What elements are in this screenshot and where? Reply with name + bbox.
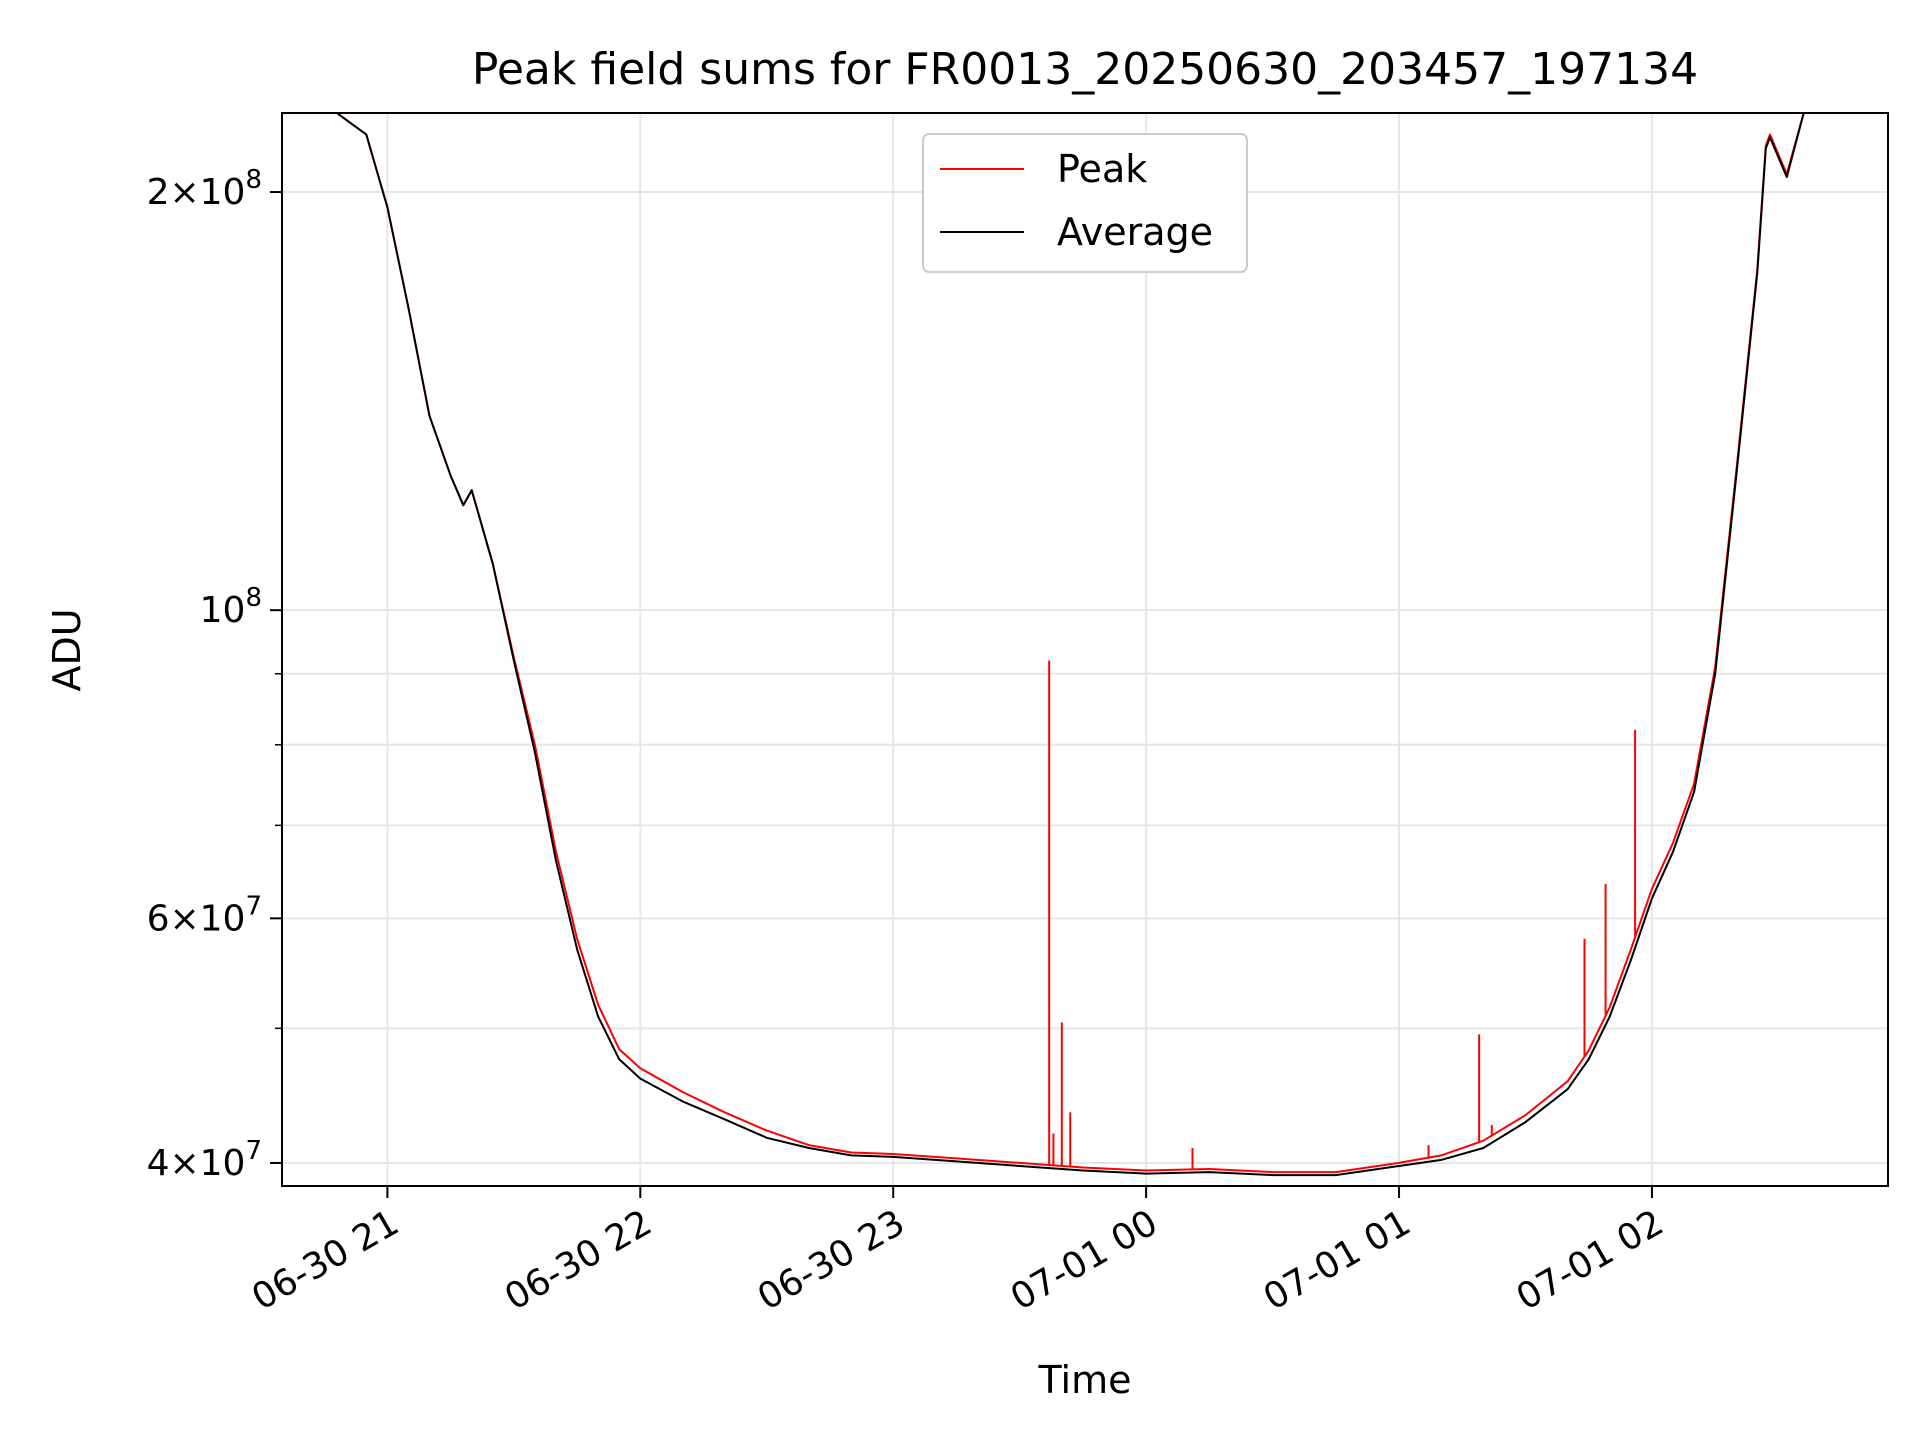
y-tick-label: 2×108: [147, 165, 262, 213]
y-tick-label: 4×107: [147, 1136, 262, 1184]
legend: Peak Average: [922, 133, 1248, 273]
y-axis: 4×107 6×107 108 2×108: [147, 165, 282, 1184]
legend-peak-label: Peak: [1057, 147, 1147, 191]
x-axis-label: Time: [1038, 1358, 1132, 1402]
legend-average-label: Average: [1057, 210, 1213, 254]
series-line-average: [282, 113, 1888, 1177]
y-axis-label: ADU: [45, 608, 89, 691]
chart-title: Peak field sums for FR0013_20250630_2034…: [472, 44, 1698, 95]
axes-frame: [281, 112, 1889, 1187]
plot-area: [282, 113, 1888, 1177]
y-tick-label: 108: [200, 583, 262, 631]
y-tick-label: 6×107: [147, 891, 262, 939]
